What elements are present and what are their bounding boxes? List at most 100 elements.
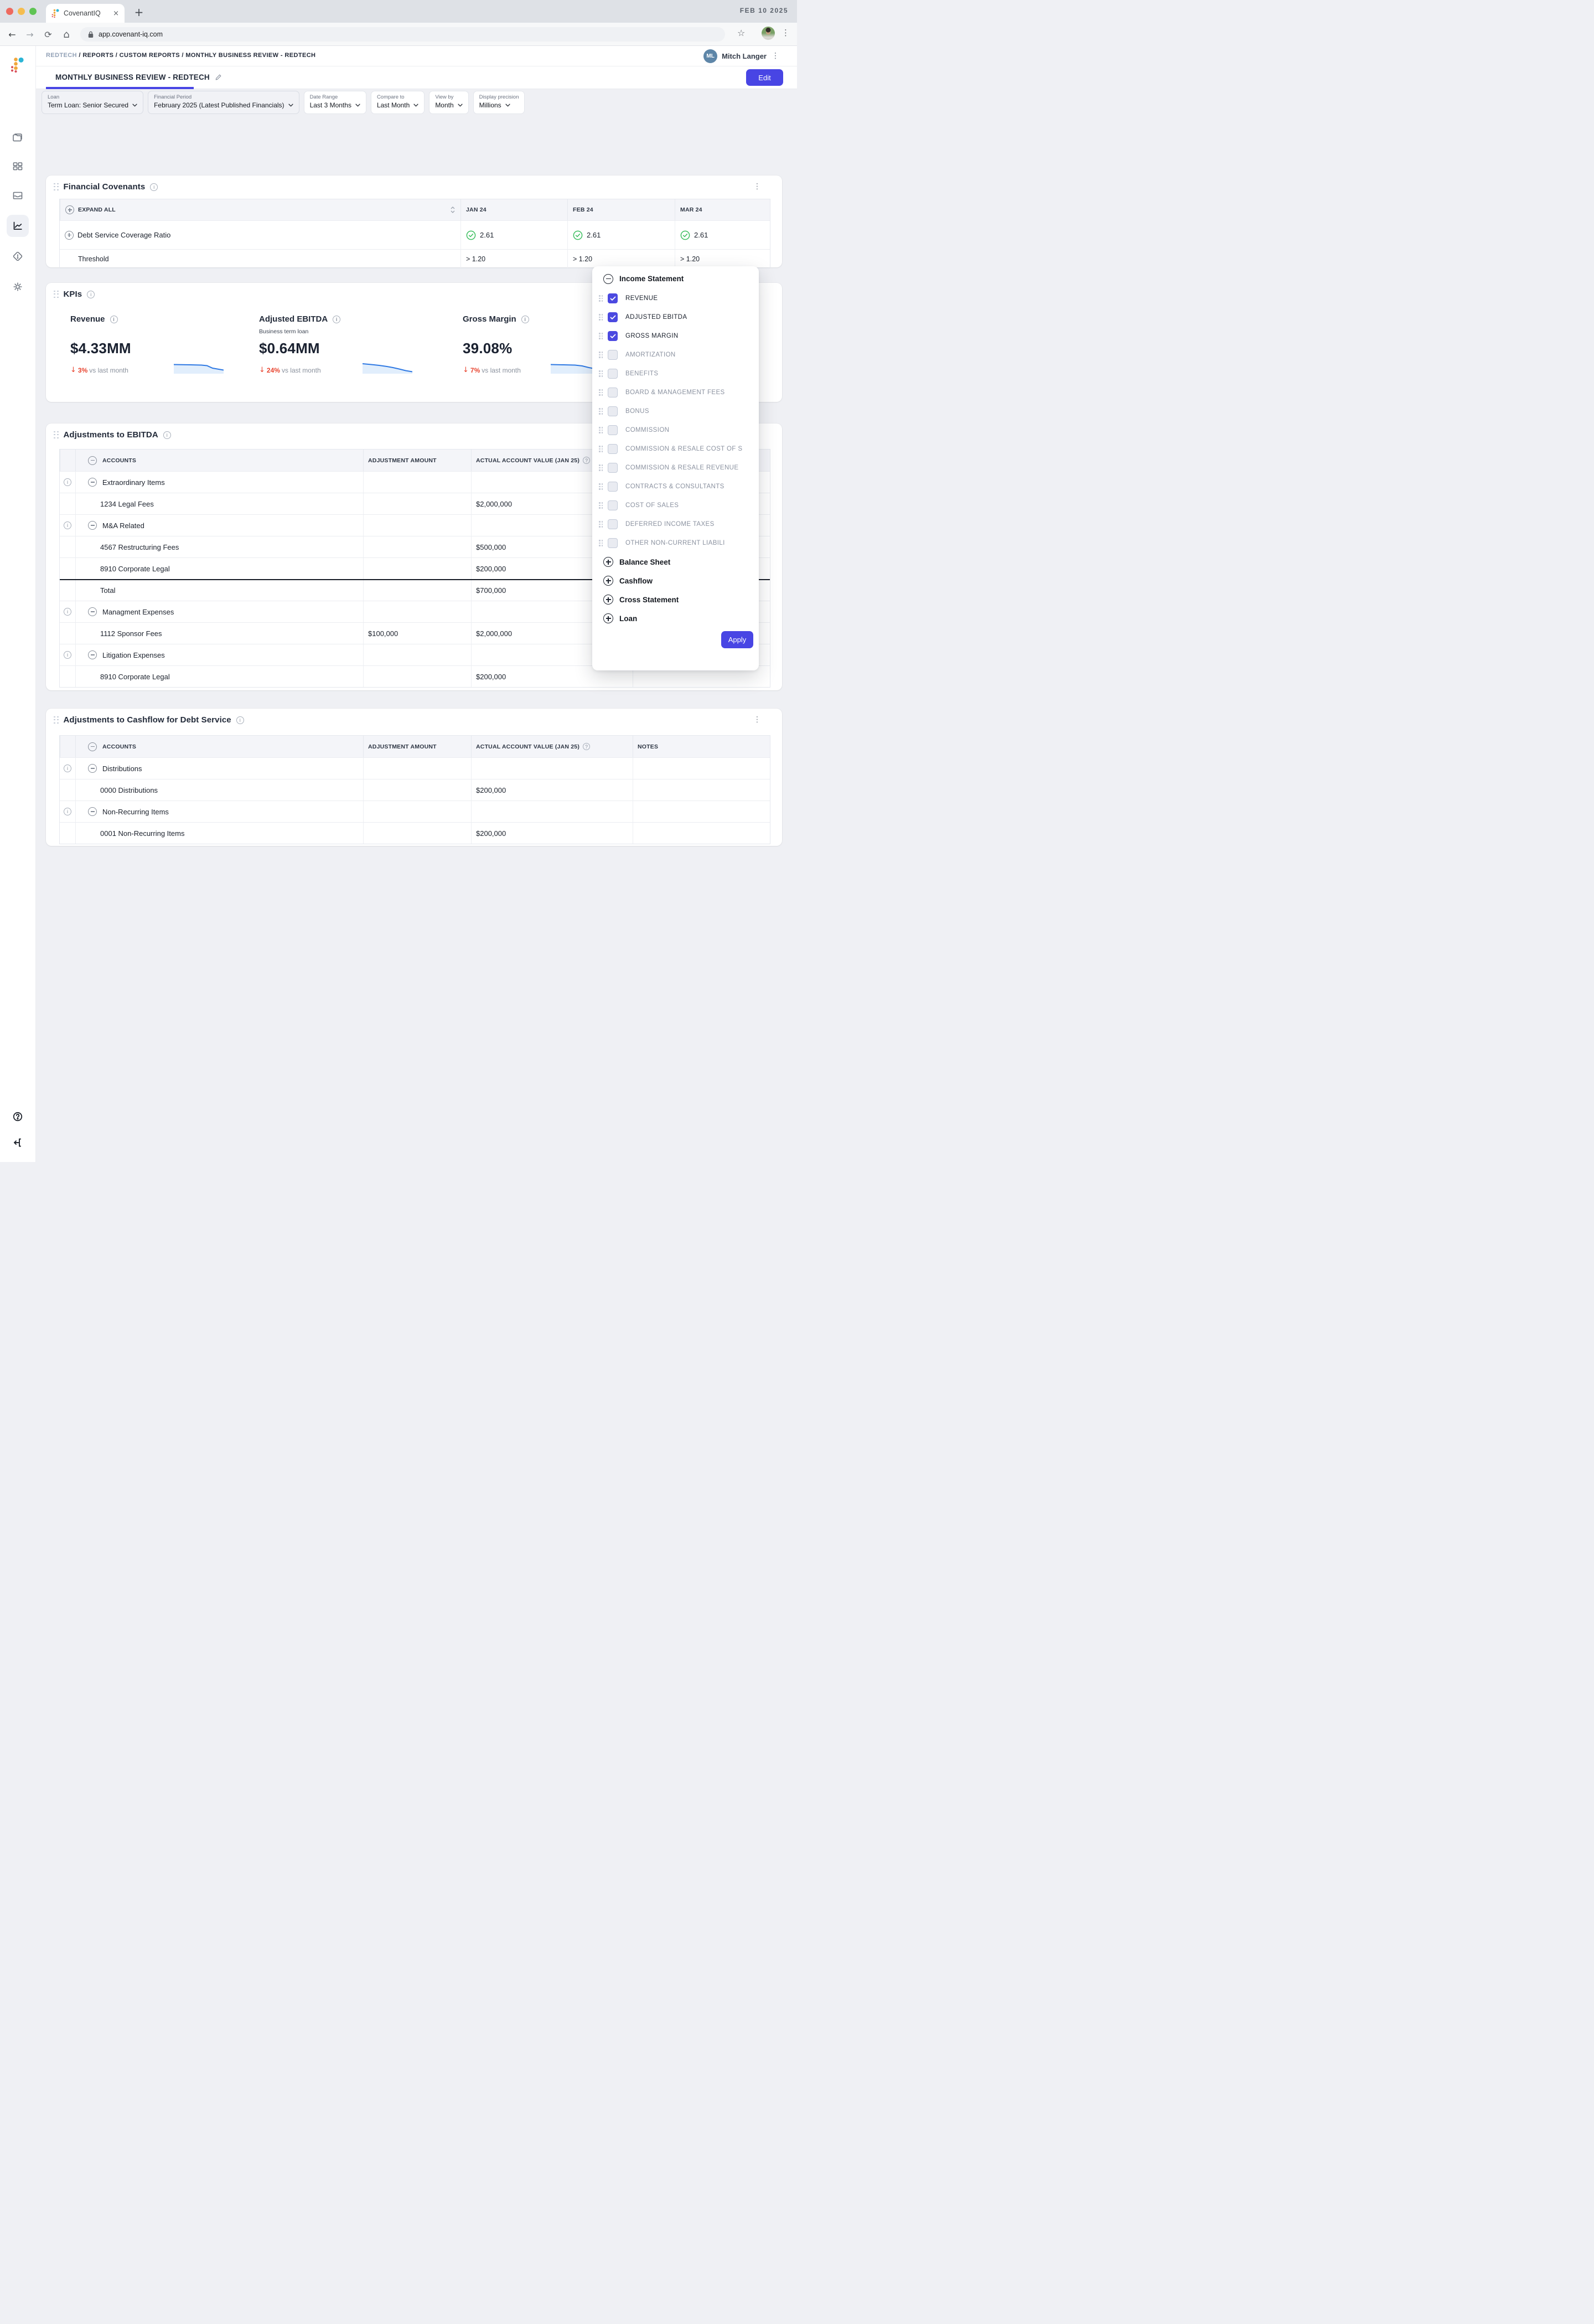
table-row[interactable]: i Managment Expenses — [60, 601, 770, 622]
drag-handle-icon[interactable] — [599, 295, 604, 302]
expand-all-icon[interactable] — [65, 205, 74, 214]
info-icon[interactable]: i — [521, 315, 529, 323]
filter-date-range[interactable]: Date Range Last 3 Months — [303, 91, 366, 114]
checkbox-unchecked[interactable] — [608, 388, 618, 397]
drag-handle-icon[interactable] — [54, 716, 59, 724]
kpi-option-row[interactable]: ADJUSTED EBITDA — [592, 308, 759, 327]
checkbox-unchecked[interactable] — [608, 538, 618, 548]
drag-handle-icon[interactable] — [54, 290, 59, 298]
info-icon[interactable]: i — [163, 431, 171, 439]
table-row[interactable]: i Distributions — [60, 757, 770, 779]
notes-cell[interactable] — [633, 779, 770, 801]
kpi-option-row[interactable]: COMMISSION & RESALE REVENUE — [592, 458, 759, 477]
checkbox-checked[interactable] — [608, 331, 618, 341]
close-tab-icon[interactable]: × — [113, 9, 119, 18]
notes-cell[interactable] — [633, 823, 770, 844]
checkbox-unchecked[interactable] — [608, 500, 618, 510]
drag-handle-icon[interactable] — [54, 183, 59, 191]
breadcrumb-root[interactable]: REDTECH — [46, 52, 77, 59]
kpi-option-row[interactable]: BOARD & MANAGEMENT FEES — [592, 383, 759, 402]
collapse-group-icon[interactable] — [88, 650, 97, 659]
home-icon[interactable]: ⌂ — [63, 28, 70, 40]
collapse-group-icon[interactable] — [88, 521, 97, 530]
sidebar-item-alerts[interactable] — [7, 245, 29, 267]
drag-handle-icon[interactable] — [599, 427, 604, 433]
checkbox-unchecked[interactable] — [608, 482, 618, 492]
drag-handle-icon[interactable] — [599, 408, 604, 415]
drag-handle-icon[interactable] — [54, 431, 59, 439]
checkbox-unchecked[interactable] — [608, 425, 618, 435]
expand-row-icon[interactable] — [65, 230, 74, 240]
filter-compare-to[interactable]: Compare to Last Month — [370, 91, 425, 114]
drag-handle-icon[interactable] — [599, 352, 604, 358]
info-icon[interactable]: i — [64, 808, 71, 815]
collapse-all-icon[interactable] — [88, 742, 97, 751]
covenant-row[interactable]: Debt Service Coverage Ratio 2.61 2.61 2.… — [60, 220, 770, 249]
user-menu[interactable]: ML Mitch Langer — [703, 49, 767, 63]
collapse-group-icon[interactable] — [88, 807, 97, 816]
collapse-circle-icon[interactable] — [603, 273, 613, 284]
info-icon[interactable]: i — [87, 290, 95, 298]
table-row[interactable]: i Litigation Expenses — [60, 644, 770, 665]
new-tab-button[interactable]: + — [134, 6, 144, 19]
panel-group-cashflow[interactable]: Cashflow — [592, 571, 759, 590]
checkbox-checked[interactable] — [608, 312, 618, 322]
kpi-option-row[interactable]: DEFERRED INCOME TAXES — [592, 515, 759, 534]
info-icon[interactable]: i — [64, 765, 71, 772]
table-row[interactable]: 0001 Non-Recurring Items $200,000 — [60, 822, 770, 844]
collapse-group-icon[interactable] — [88, 478, 97, 487]
help-button[interactable] — [7, 1106, 29, 1128]
sidebar-item-dashboard[interactable] — [7, 155, 29, 177]
apply-button[interactable]: Apply — [721, 631, 753, 648]
kpi-option-row[interactable]: COMMISSION — [592, 421, 759, 440]
kpi-option-row[interactable]: REVENUE — [592, 289, 759, 308]
app-logo[interactable] — [7, 54, 29, 76]
drag-handle-icon[interactable] — [599, 464, 604, 471]
expand-circle-icon[interactable] — [603, 595, 613, 605]
drag-handle-icon[interactable] — [599, 483, 604, 490]
info-icon[interactable]: i — [64, 521, 71, 529]
checkbox-unchecked[interactable] — [608, 406, 618, 416]
expand-circle-icon[interactable] — [603, 613, 613, 623]
browser-menu-icon[interactable]: ⋮ — [782, 28, 790, 38]
drag-handle-icon[interactable] — [599, 389, 604, 396]
section-menu-icon[interactable]: ⋮ — [753, 182, 761, 191]
back-icon[interactable]: ← — [8, 29, 16, 40]
edit-pencil-icon[interactable] — [215, 74, 222, 81]
drag-handle-icon[interactable] — [599, 333, 604, 339]
kpi-option-row[interactable]: OTHER NON-CURRENT LIABILI — [592, 534, 759, 552]
kpi-option-row[interactable]: GROSS MARGIN — [592, 327, 759, 345]
table-row[interactable]: 0000 Distributions $200,000 — [60, 779, 770, 801]
expand-all-cell[interactable]: EXPAND ALL — [60, 199, 460, 220]
window-minimize-button[interactable] — [18, 8, 25, 15]
table-row[interactable]: 1234 Legal Fees $2,000,000 — [60, 493, 770, 514]
info-icon[interactable]: i — [236, 716, 244, 724]
info-icon[interactable]: i — [333, 315, 341, 323]
filter-loan[interactable]: Loan Term Loan: Senior Secured — [42, 91, 144, 114]
forward-icon[interactable]: → — [26, 29, 34, 40]
table-row[interactable]: 1112 Sponsor Fees $100,000 $2,000,000 — [60, 622, 770, 644]
panel-group-cross-statement[interactable]: Cross Statement — [592, 590, 759, 609]
panel-group-loan[interactable]: Loan — [592, 609, 759, 628]
panel-group-balance-sheet[interactable]: Balance Sheet — [592, 552, 759, 571]
checkbox-checked[interactable] — [608, 293, 618, 303]
browser-tab[interactable]: CovenantIQ × — [46, 4, 125, 23]
window-zoom-button[interactable] — [29, 8, 37, 15]
drag-handle-icon[interactable] — [599, 521, 604, 528]
table-row[interactable]: 8910 Corporate Legal $200,000 — [60, 665, 770, 687]
sidebar-item-reports[interactable] — [7, 215, 29, 237]
sidebar-item-portfolio[interactable] — [7, 126, 29, 148]
info-icon[interactable]: i — [64, 478, 71, 486]
table-row[interactable]: 8910 Corporate Legal $200,000 — [60, 557, 770, 579]
filter-display-precision[interactable]: Display precision Millions — [473, 91, 525, 114]
kpi-option-row[interactable]: COST OF SALES — [592, 496, 759, 515]
table-row[interactable]: 4567 Restructuring Fees $500,000 — [60, 536, 770, 557]
kpi-option-row[interactable]: BONUS — [592, 402, 759, 421]
kpi-option-row[interactable]: CONTRACTS & CONSULTANTS — [592, 477, 759, 496]
expand-circle-icon[interactable] — [603, 557, 613, 567]
info-icon[interactable]: i — [64, 651, 71, 659]
kpi-option-row[interactable]: AMORTIZATION — [592, 345, 759, 364]
edit-button[interactable]: Edit — [746, 69, 783, 86]
checkbox-unchecked[interactable] — [608, 444, 618, 454]
help-circle-icon[interactable]: ? — [583, 743, 591, 750]
